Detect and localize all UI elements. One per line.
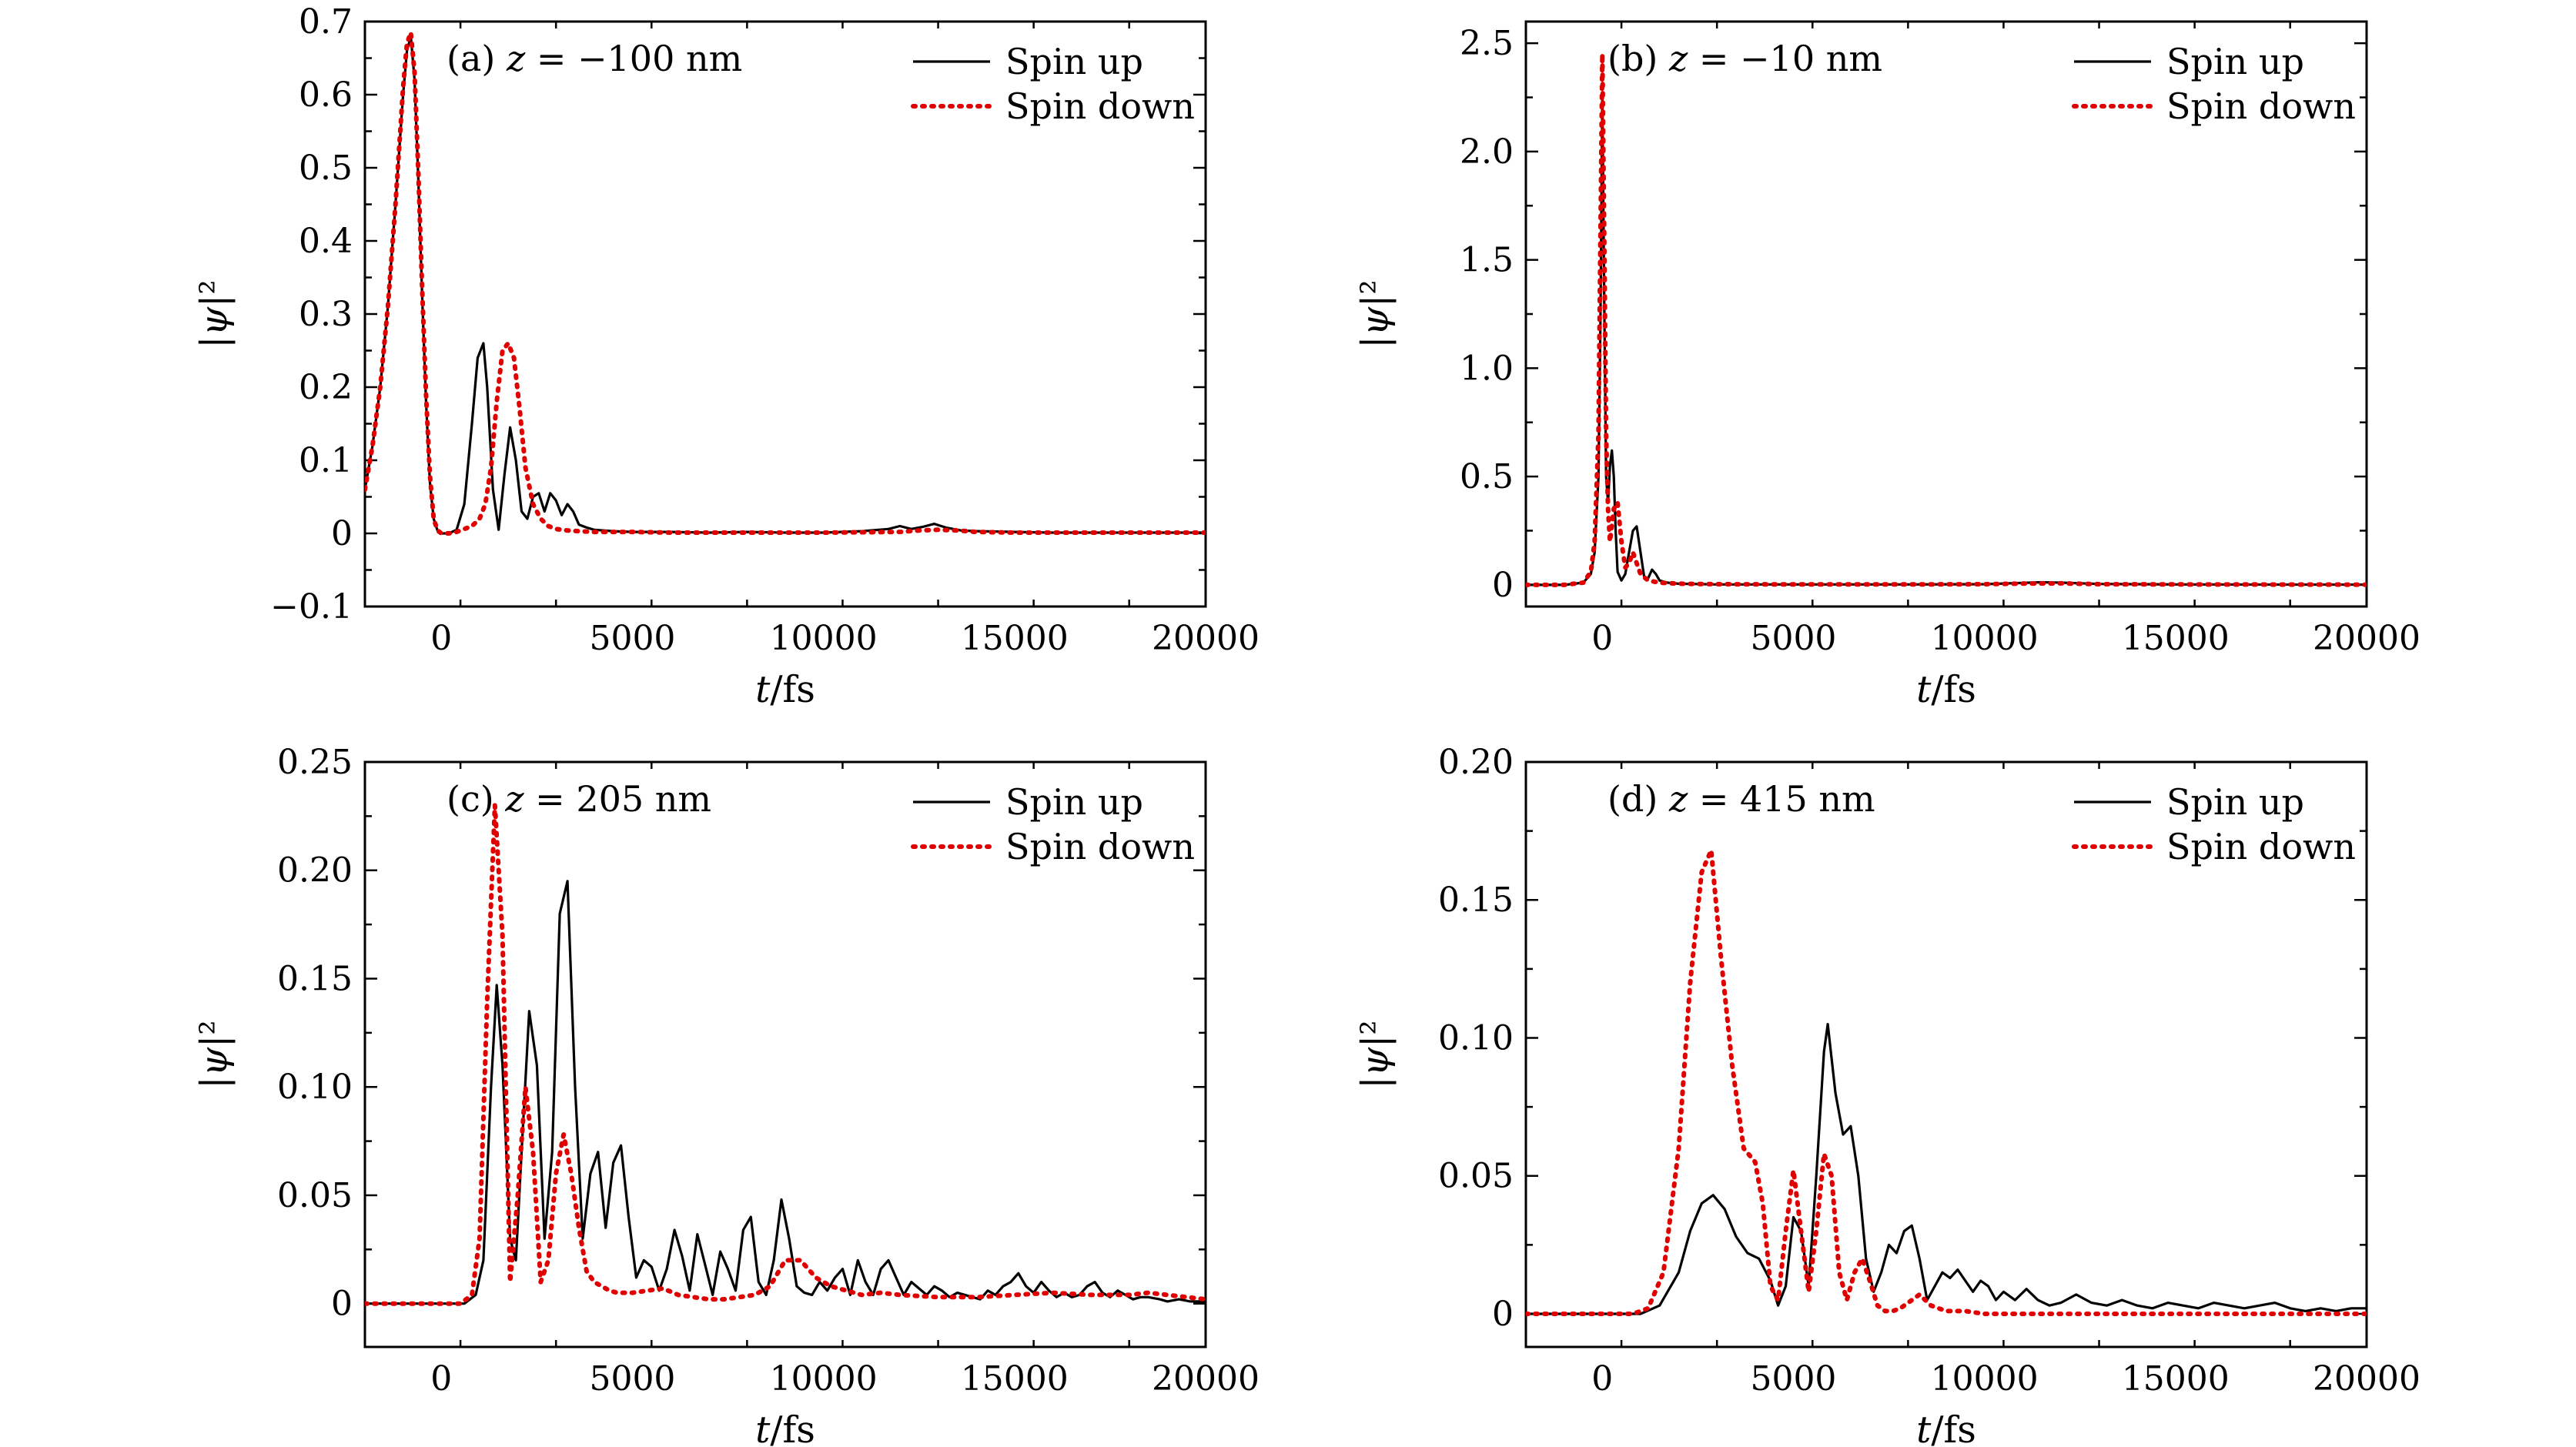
y-tick-label: 0 [331, 514, 353, 553]
plot-area [365, 30, 1206, 536]
panel-c: 0 5000 10000 15000 20000 0 0.05 0.10 0.15 0.20 0.2… [192, 743, 1260, 1447]
plot-area [365, 803, 1206, 1306]
x-tick-label: 5000 [1750, 619, 1836, 658]
y-tick-label: 0.5 [1460, 457, 1514, 496]
y-tick-label: 0.7 [299, 2, 353, 42]
series-line-spin-down [1526, 52, 2367, 587]
panel-title: (c) z = 205 nm [447, 778, 711, 820]
x-tick-label: 10000 [1931, 619, 2039, 658]
y-axis-label: |ψ|² [1353, 1020, 1397, 1088]
x-tick-label: 5000 [589, 1359, 675, 1399]
y-tick-label: 2.0 [1460, 132, 1514, 172]
x-tick-label: 20000 [2313, 619, 2420, 658]
panel-title: (d) z = 415 nm [1607, 778, 1875, 820]
y-tick-label: 0.05 [1438, 1157, 1514, 1196]
y-tick-label: 0.1 [299, 441, 353, 480]
x-tick-label: 0 [1591, 1359, 1613, 1399]
x-tick-label: 20000 [2313, 1359, 2420, 1399]
y-tick-label: 0 [1492, 566, 1514, 605]
y-tick-label: 1.5 [1460, 241, 1514, 280]
x-tick-label: 15000 [2122, 1359, 2230, 1399]
panel-title: (a) z = −100 nm [447, 38, 742, 79]
legend-label-spin-up: Spin up [1005, 781, 1143, 823]
y-tick-label: 0.10 [1438, 1018, 1514, 1058]
x-axis-label: t/fs [755, 1409, 815, 1447]
x-tick-label: 5000 [1750, 1359, 1836, 1399]
axes-frame [1524, 760, 2368, 1348]
legend-label-spin-down: Spin down [1005, 826, 1195, 867]
y-tick-label: 2.5 [1460, 24, 1514, 63]
y-axis-label: |ψ|² [192, 279, 236, 348]
y-tick-label: −0.1 [270, 587, 353, 627]
axes-frame [363, 760, 1207, 1348]
plot-area [1526, 52, 2367, 587]
panel-title: (b) z = −10 nm [1607, 38, 1882, 79]
legend-label-spin-down: Spin down [2166, 85, 2356, 127]
panel-d: 0 5000 10000 15000 20000 0 0.05 0.10 0.15 0.20 t/f… [1353, 743, 2420, 1447]
legend-label-spin-down: Spin down [1005, 85, 1195, 127]
x-axis-label: t/fs [1916, 1409, 1976, 1447]
y-tick-label: 0 [331, 1285, 353, 1324]
y-tick-label: 0.25 [277, 743, 353, 782]
y-tick-label: 0.20 [277, 851, 353, 891]
y-tick-label: 0.20 [1438, 743, 1514, 782]
x-tick-label: 0 [430, 619, 452, 658]
y-tick-label: 0.3 [299, 295, 353, 334]
x-tick-label: 0 [430, 1359, 452, 1399]
x-tick-label: 20000 [1152, 1359, 1260, 1399]
x-tick-label: 15000 [961, 619, 1069, 658]
series-line-spin-down [365, 803, 1206, 1306]
panel-b: 0 5000 10000 15000 20000 0 0.5 1.0 1.5 2.0 2.5 t/fs… [1353, 20, 2420, 711]
x-tick-label: 10000 [770, 1359, 878, 1399]
y-tick-label: 0 [1492, 1295, 1514, 1334]
y-axis-label: |ψ|² [1353, 279, 1397, 348]
y-axis-label: |ψ|² [192, 1020, 236, 1088]
y-tick-label: 0.6 [299, 75, 353, 115]
x-axis-label: t/fs [755, 668, 815, 711]
y-tick-label: 0.10 [277, 1068, 353, 1107]
legend-label-spin-up: Spin up [2166, 41, 2304, 82]
y-tick-label: 0.15 [1438, 881, 1514, 920]
series-line-spin-down [365, 30, 1206, 536]
legend-label-spin-down: Spin down [2166, 826, 2356, 867]
x-tick-label: 15000 [2122, 619, 2230, 658]
y-tick-label: 0.4 [299, 222, 353, 261]
x-tick-label: 10000 [770, 619, 878, 658]
legend-label-spin-up: Spin up [1005, 41, 1143, 82]
y-tick-label: 1.0 [1460, 349, 1514, 388]
x-tick-label: 10000 [1931, 1359, 2039, 1399]
x-tick-label: 0 [1591, 619, 1613, 658]
x-axis-label: t/fs [1916, 668, 1976, 711]
series-line-spin-up [1526, 1022, 2367, 1315]
panel-a: 0 5000 10000 15000 20000 −0.1 0 0.1 0.2 0.3 0.4 0.5… [192, 2, 1260, 711]
series-line-spin-down [1526, 847, 2367, 1316]
series-line-spin-up [1526, 95, 2367, 586]
y-tick-label: 0.05 [277, 1176, 353, 1215]
x-tick-label: 20000 [1152, 619, 1260, 658]
plot-area [1526, 847, 2367, 1316]
legend-label-spin-up: Spin up [2166, 781, 2304, 823]
y-tick-label: 0.2 [299, 368, 353, 407]
x-tick-label: 15000 [961, 1359, 1069, 1399]
x-tick-label: 5000 [589, 619, 675, 658]
y-tick-label: 0.15 [277, 959, 353, 998]
y-tick-label: 0.5 [299, 149, 353, 188]
